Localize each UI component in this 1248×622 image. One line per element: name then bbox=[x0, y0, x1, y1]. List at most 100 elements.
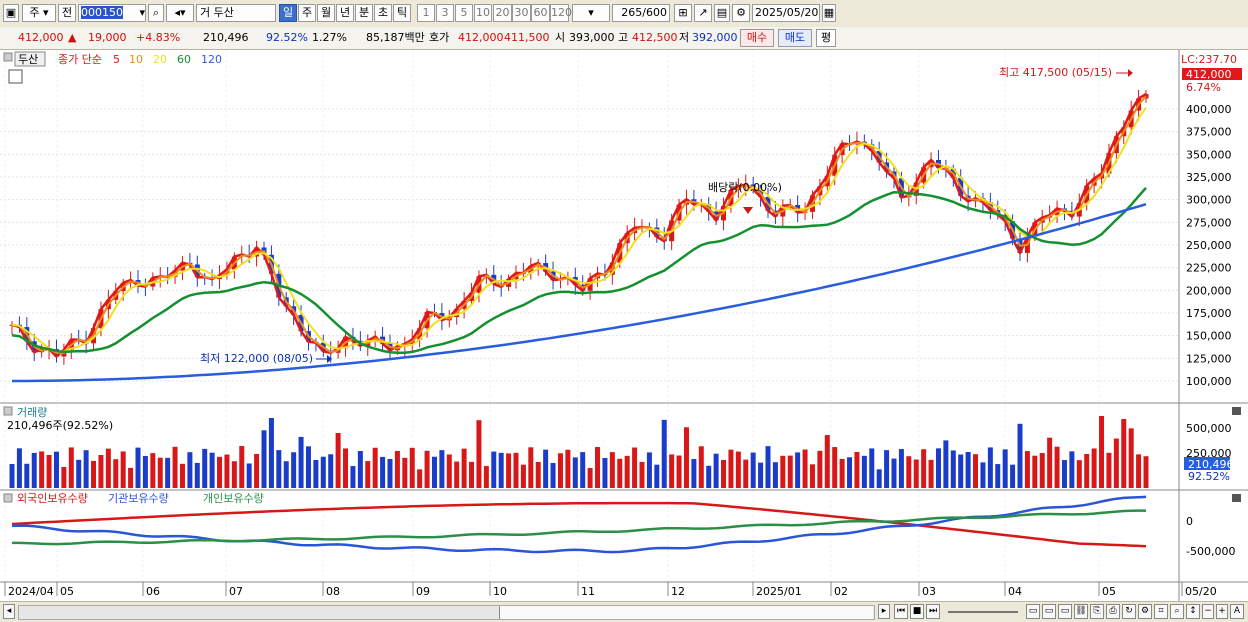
volume-bar bbox=[372, 447, 378, 488]
volume-bar bbox=[53, 451, 59, 488]
count-value: 265 bbox=[621, 6, 643, 19]
grid bbox=[0, 50, 1179, 582]
expand-icon[interactable]: ↕ bbox=[1186, 604, 1200, 619]
layout-2-icon[interactable]: ▭ bbox=[1042, 604, 1056, 619]
count-field[interactable]: 265/600 bbox=[612, 4, 670, 22]
ma-legend-60: 60 bbox=[177, 53, 191, 66]
minute-option-1[interactable]: 3 bbox=[436, 4, 454, 22]
high-price: 412,500 bbox=[632, 31, 678, 44]
volume-bar bbox=[291, 452, 297, 488]
volume-bar bbox=[424, 450, 430, 488]
volume-bar bbox=[713, 453, 719, 488]
minute-option-2[interactable]: 5 bbox=[455, 4, 473, 22]
fast-forward-icon[interactable]: ⏭ bbox=[926, 604, 940, 619]
period-tab-4[interactable]: 분 bbox=[355, 4, 373, 22]
gear-icon[interactable]: ⚙ bbox=[732, 4, 750, 22]
volume-close-icon[interactable] bbox=[1232, 407, 1241, 415]
volume-bar bbox=[313, 459, 319, 488]
crop-icon[interactable]: ⌗ bbox=[1154, 604, 1168, 619]
volume-bar bbox=[231, 461, 237, 488]
period-tab-3[interactable]: 년 bbox=[336, 4, 354, 22]
stop-icon[interactable]: ■ bbox=[910, 604, 924, 619]
volume-bar bbox=[68, 447, 74, 488]
volume-bar bbox=[824, 435, 830, 488]
zoom-out-icon[interactable]: − bbox=[1202, 604, 1214, 619]
period-tab-6[interactable]: 틱 bbox=[393, 4, 411, 22]
buy-button[interactable]: 매수 bbox=[740, 29, 774, 47]
extra-dropdown[interactable]: ▾ bbox=[572, 4, 610, 22]
x-axis-label: 05 bbox=[1102, 585, 1116, 598]
period-tab-0[interactable]: 일 bbox=[279, 4, 297, 22]
holdings-panel-menu-icon[interactable] bbox=[3, 493, 13, 503]
ma-legend-120: 120 bbox=[201, 53, 222, 66]
volume-bar bbox=[165, 457, 171, 488]
calendar-icon[interactable]: ▦ bbox=[822, 4, 836, 22]
date-field[interactable]: 2025/05/20 bbox=[752, 4, 820, 22]
scrollbar-thumb[interactable] bbox=[499, 606, 873, 619]
volume-bar bbox=[469, 461, 475, 488]
speaker-icon[interactable]: ◂▾ bbox=[166, 4, 194, 22]
ask-price-2: 411,500 bbox=[504, 31, 550, 44]
volume-bar bbox=[209, 452, 215, 488]
link-icon[interactable]: ⛓ bbox=[1074, 604, 1088, 619]
volume-bar bbox=[1047, 437, 1053, 488]
zoom-slider[interactable] bbox=[948, 611, 1018, 613]
draw-icon[interactable]: ↗ bbox=[694, 4, 712, 22]
minute-option-5[interactable]: 30 bbox=[512, 4, 531, 22]
font-size-icon[interactable]: A bbox=[1230, 604, 1244, 619]
volume-bar bbox=[646, 452, 652, 488]
ask-label: 호가 bbox=[429, 31, 450, 44]
period-select-value: 주 bbox=[29, 6, 40, 19]
stock-name-field[interactable]: 거 두산 bbox=[196, 4, 276, 22]
search-zoom-icon[interactable]: ⌕ bbox=[1170, 604, 1184, 619]
period-select[interactable]: 주 ▾ bbox=[22, 4, 56, 22]
table-icon[interactable] bbox=[8, 69, 23, 84]
x-axis-label: 09 bbox=[416, 585, 430, 598]
settings-icon[interactable]: ⚙ bbox=[1138, 604, 1152, 619]
minute-option-0[interactable]: 1 bbox=[417, 4, 435, 22]
volume-bar bbox=[268, 418, 274, 488]
panel-menu-icon[interactable] bbox=[3, 52, 13, 62]
stock-name-tag: 두산 bbox=[18, 53, 38, 66]
rewind-icon[interactable]: ⏮ bbox=[894, 604, 908, 619]
print-icon[interactable]: ⎙ bbox=[1106, 604, 1120, 619]
volume-bar bbox=[661, 419, 667, 488]
max-arrow-icon bbox=[1128, 69, 1133, 77]
minute-option-3[interactable]: 10 bbox=[474, 4, 492, 22]
prev-button[interactable]: 전 bbox=[58, 4, 76, 22]
volume-bar bbox=[958, 454, 964, 488]
code-input[interactable]: 000150 ▾ bbox=[78, 4, 146, 22]
volume-current-tag: 210,496 bbox=[1188, 458, 1234, 471]
scroll-left-icon[interactable]: ◂ bbox=[3, 604, 15, 619]
layout-1-icon[interactable]: ▭ bbox=[1026, 604, 1040, 619]
zoom-in-icon[interactable]: + bbox=[1216, 604, 1228, 619]
window-icon[interactable]: ▣ bbox=[3, 4, 19, 22]
indicator-icon[interactable]: ⊞ bbox=[674, 4, 692, 22]
scrollbar-track[interactable] bbox=[18, 605, 875, 620]
period-tab-2[interactable]: 월 bbox=[317, 4, 335, 22]
chart-area[interactable]: 100,000 125,000 150,000 175,000 200,000 225,0… bbox=[0, 50, 1248, 601]
volume-panel-menu-icon[interactable] bbox=[3, 406, 13, 416]
period-tab-1[interactable]: 주 bbox=[298, 4, 316, 22]
refresh-icon[interactable]: ↻ bbox=[1122, 604, 1136, 619]
x-axis-label: 05 bbox=[60, 585, 74, 598]
save-icon[interactable]: ▤ bbox=[714, 4, 730, 22]
period-tab-5[interactable]: 초 bbox=[374, 4, 392, 22]
layout-3-icon[interactable]: ▭ bbox=[1058, 604, 1072, 619]
eval-button[interactable]: 평 bbox=[816, 29, 836, 47]
minute-option-7[interactable]: 120 bbox=[550, 4, 572, 22]
sell-button[interactable]: 매도 bbox=[778, 29, 812, 47]
minute-option-6[interactable]: 60 bbox=[531, 4, 550, 22]
volume-bar bbox=[16, 448, 22, 488]
ma-legend: 5 10 20 60 120 bbox=[113, 53, 222, 66]
volume-bar bbox=[1106, 452, 1112, 488]
x-axis-label: 11 bbox=[581, 585, 595, 598]
scroll-right-icon[interactable]: ▸ bbox=[878, 604, 890, 619]
minute-option-4[interactable]: 20 bbox=[493, 4, 512, 22]
holdings-close-icon[interactable] bbox=[1232, 494, 1241, 502]
ma-line-10 bbox=[11, 95, 1147, 355]
volume-bar bbox=[320, 456, 326, 488]
search-icon[interactable]: ⌕ bbox=[148, 4, 164, 22]
volume-title: 거래량 bbox=[17, 406, 47, 419]
copy-icon[interactable]: ⎘ bbox=[1090, 604, 1104, 619]
